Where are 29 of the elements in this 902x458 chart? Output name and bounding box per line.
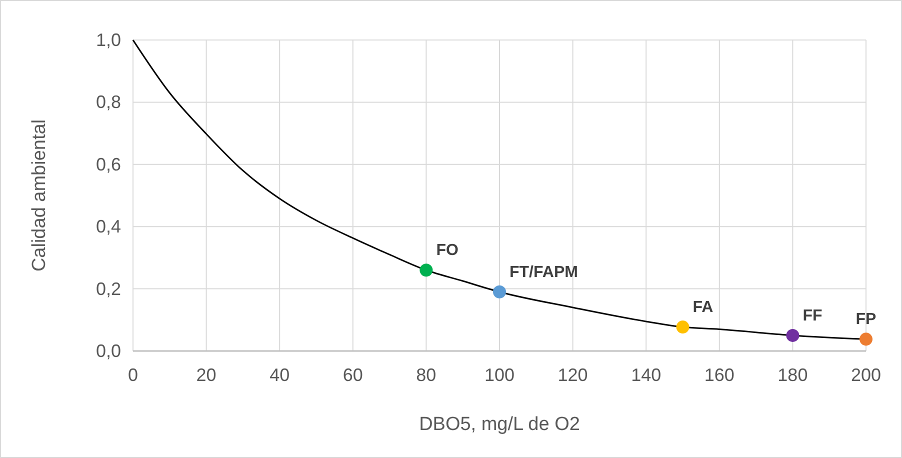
point [420, 264, 433, 277]
x-tick-label: 160 [704, 365, 734, 385]
y-tick-label: 1,0 [96, 30, 121, 50]
y-tick-label: 0,4 [96, 216, 121, 237]
y-tick-label: 0,6 [96, 154, 121, 174]
x-tick-label: 140 [631, 365, 662, 385]
series-label: FA [692, 299, 714, 316]
point [859, 332, 873, 346]
x-tick-label: 200 [850, 365, 882, 385]
point [492, 285, 506, 298]
y-axis-title: Calidad ambiental [29, 119, 50, 272]
y-tick-label: 0,0 [96, 341, 121, 361]
x-tick-label: 120 [558, 365, 588, 385]
x-tick-label: 60 [342, 365, 363, 385]
series-label: FP [856, 311, 877, 328]
point [786, 328, 800, 342]
series-label: FT/FAPM [510, 264, 578, 281]
x-tick-label: 0 [128, 365, 138, 385]
x-tick-label: 80 [416, 365, 436, 385]
y-tick-label: 0,2 [96, 278, 121, 299]
y-tick-label: 0,8 [96, 92, 121, 112]
x-tick-label: 100 [484, 365, 515, 385]
point [676, 320, 690, 334]
x-tick-label: 180 [778, 365, 808, 385]
x-tick-label: 40 [270, 365, 290, 385]
x-axis-title: DBO5, mg/L de O2 [419, 414, 580, 435]
x-tick-label: 20 [196, 365, 216, 385]
series-label: FF [802, 307, 822, 324]
series-label: FO [436, 242, 458, 260]
